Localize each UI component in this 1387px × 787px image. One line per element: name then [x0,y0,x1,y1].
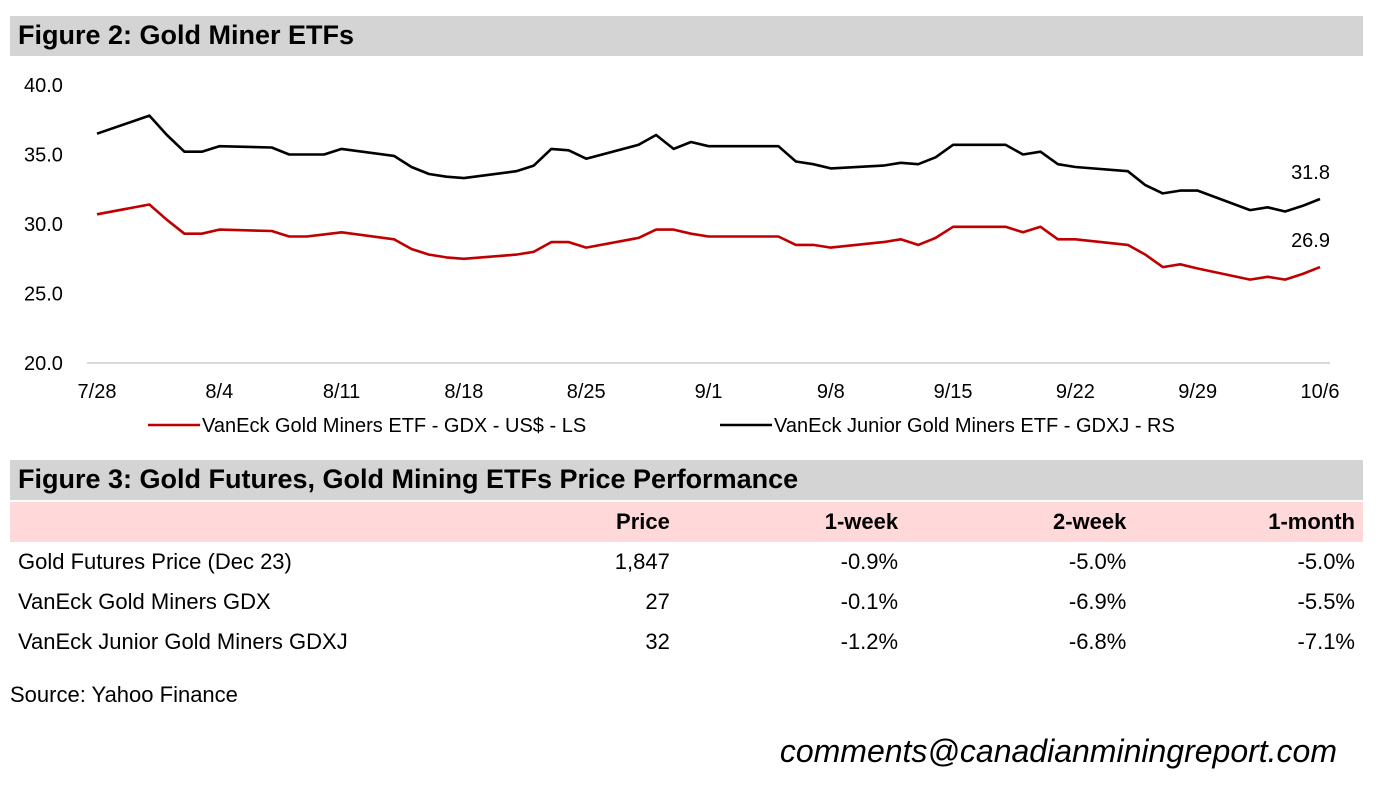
y-tick-label: 35.0 [24,145,63,167]
y-tick-label: 25.0 [24,284,63,306]
row-price: 32 [645,629,670,654]
column-header-1-week: 1-week [824,509,899,534]
contact-email[interactable]: comments@canadianminingreport.com [779,733,1337,769]
x-tick-label: 9/15 [934,381,973,403]
y-tick-label: 20.0 [24,353,63,375]
row-2-week: -6.9% [1068,589,1127,614]
legend-label-gdx: VanEck Gold Miners ETF - GDX - US$ - LS [202,415,586,437]
table-header-row: Price 1-week 2-week 1-month [10,502,1363,542]
table-row: VanEck Junior Gold Miners GDXJ 32 -1.2% … [10,622,1363,662]
row-price: 1,847 [614,549,670,574]
y-tick-label: 40.0 [24,75,63,97]
row-1-month: -5.5% [1297,589,1355,614]
source-note: Source: Yahoo Finance [10,682,238,707]
gdx-end-label: 26.9 [1291,230,1330,252]
x-tick-label: 9/8 [817,381,845,403]
row-price: 27 [645,589,670,614]
figure3-title: Figure 3: Gold Futures, Gold Mining ETFs… [10,460,1363,500]
x-tick-label: 8/18 [444,381,483,403]
row-name: VanEck Junior Gold Miners GDXJ [18,629,348,654]
gdx-series-line [96,203,1321,281]
gdxj-end-label: 31.8 [1291,162,1330,184]
table-row: VanEck Gold Miners GDX 27 -0.1% -6.9% -5… [10,582,1363,622]
x-tick-label: 8/25 [567,381,606,403]
x-tick-label: 8/4 [205,381,233,403]
row-name: VanEck Gold Miners GDX [18,589,271,614]
x-tick-label: 8/11 [323,381,360,403]
gdxj-series-line [96,114,1321,213]
figure2-title: Figure 2: Gold Miner ETFs [10,16,1363,56]
row-name: Gold Futures Price (Dec 23) [18,549,292,574]
table-row: Gold Futures Price (Dec 23) 1,847 -0.9% … [10,542,1363,582]
x-tick-label: 9/22 [1056,381,1095,403]
row-1-week: -0.9% [840,549,899,574]
x-tick-label: 9/29 [1178,381,1217,403]
legend-label-gdxj: VanEck Junior Gold Miners ETF - GDXJ - R… [774,415,1175,437]
chart-canvas: 20.0 25.0 30.0 35.0 40.0 7/28 8/4 8/11 8/18 8/25… [24,75,1340,437]
row-2-week: -6.8% [1068,629,1127,654]
legend: VanEck Gold Miners ETF - GDX - US$ - LS V… [148,415,1175,437]
price-performance-table: Price 1-week 2-week 1-month Gold Futures… [10,502,1363,662]
x-tick-label: 10/6 [1301,381,1340,403]
y-axis: 20.0 25.0 30.0 35.0 40.0 [24,75,63,375]
gold-miner-etf-chart: 20.0 25.0 30.0 35.0 40.0 7/28 8/4 8/11 8/18 8/25… [0,56,1387,456]
x-axis: 7/28 8/4 8/11 8/18 8/25 9/1 9/8 9/15 9/22 9/29 10/… [78,381,1340,403]
x-tick-label: 7/28 [78,381,117,403]
row-1-month: -5.0% [1297,549,1355,574]
row-2-week: -5.0% [1068,549,1127,574]
column-header-2-week: 2-week [1052,509,1127,534]
end-labels: 26.9 31.8 [1291,162,1330,252]
x-tick-label: 9/1 [695,381,723,403]
series-lines [96,114,1321,281]
row-1-week: -0.1% [840,589,899,614]
column-header-1-month: 1-month [1268,509,1355,534]
column-header-name [10,502,562,542]
y-tick-label: 30.0 [24,214,63,236]
row-1-week: -1.2% [840,629,899,654]
column-header-price: Price [616,509,670,534]
row-1-month: -7.1% [1297,629,1355,654]
